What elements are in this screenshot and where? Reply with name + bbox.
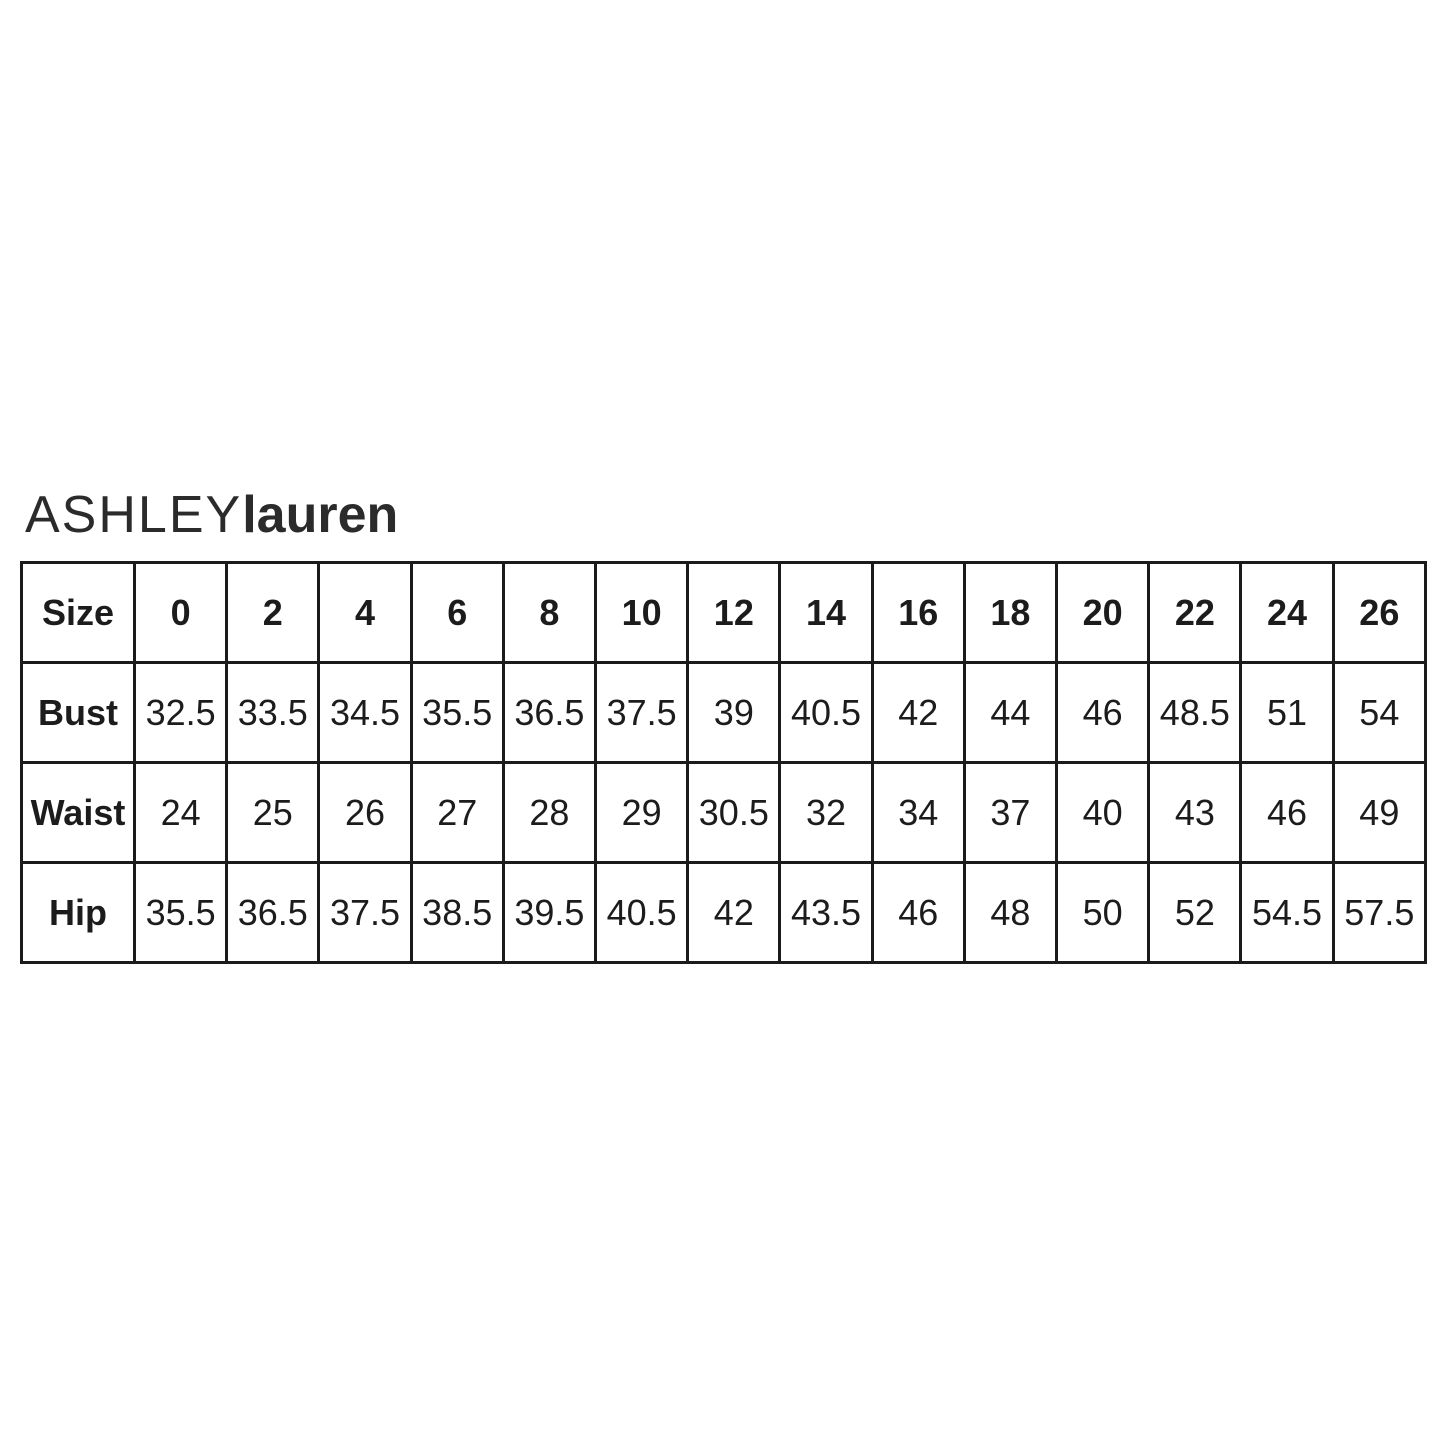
measurement-value-cell: 37 — [962, 761, 1059, 864]
measurement-value-cell: 44 — [962, 661, 1059, 764]
measurement-value-cell: 38.5 — [409, 861, 505, 964]
measurement-value-cell: 46 — [870, 861, 966, 964]
measurement-value-cell: 27 — [409, 761, 505, 864]
measurement-value-cell: 40 — [1055, 761, 1151, 864]
measurement-value-cell: 52 — [1147, 861, 1243, 964]
brand-logo: ASHLEYlauren — [25, 489, 398, 541]
size-column-header: 10 — [594, 561, 690, 664]
measurement-value-cell: 43.5 — [778, 861, 874, 964]
size-column-header: 8 — [501, 561, 598, 664]
brand-logo-primary: ASHLEY — [25, 486, 243, 544]
size-column-header: 12 — [686, 561, 782, 664]
measurement-value-cell: 57.5 — [1331, 861, 1428, 964]
size-column-header: 18 — [962, 561, 1059, 664]
size-column-header: 6 — [409, 561, 505, 664]
size-header-row: Size 0 2 4 6 8 10 12 14 16 18 20 22 24 26 — [20, 561, 1428, 664]
size-column-header: 2 — [225, 561, 321, 664]
row-label-waist: Waist — [20, 761, 136, 864]
size-chart-table: Size 0 2 4 6 8 10 12 14 16 18 20 22 24 26 Bust 32.5 33.5 3… — [20, 561, 1428, 964]
measurement-value-cell: 48 — [962, 861, 1059, 964]
measurement-value-cell: 36.5 — [225, 861, 321, 964]
measurement-value-cell: 46 — [1239, 761, 1335, 864]
measurement-value-cell: 30.5 — [686, 761, 782, 864]
measurement-value-cell: 42 — [870, 661, 966, 764]
measurement-value-cell: 24 — [132, 761, 229, 864]
size-column-header: 16 — [870, 561, 966, 664]
measurement-value-cell: 35.5 — [132, 861, 229, 964]
brand-logo-secondary: lauren — [242, 486, 399, 544]
size-chart-body: Size 0 2 4 6 8 10 12 14 16 18 20 22 24 26 Bust 32.5 33.5 3… — [20, 561, 1428, 964]
measurement-value-cell: 39 — [686, 661, 782, 764]
measurement-value-cell: 28 — [501, 761, 598, 864]
size-column-header: 22 — [1147, 561, 1243, 664]
measurement-value-cell: 48.5 — [1147, 661, 1243, 764]
measurement-value-cell: 32 — [778, 761, 874, 864]
size-corner-label: Size — [20, 561, 136, 664]
measurement-row-bust: Bust 32.5 33.5 34.5 35.5 36.5 37.5 39 40.5 42 44 46… — [20, 661, 1428, 764]
measurement-value-cell: 42 — [686, 861, 782, 964]
measurement-value-cell: 32.5 — [132, 661, 229, 764]
measurement-value-cell: 26 — [317, 761, 413, 864]
measurement-value-cell: 25 — [225, 761, 321, 864]
size-column-header: 24 — [1239, 561, 1335, 664]
measurement-value-cell: 43 — [1147, 761, 1243, 864]
measurement-value-cell: 34.5 — [317, 661, 413, 764]
size-column-header: 20 — [1055, 561, 1151, 664]
measurement-value-cell: 51 — [1239, 661, 1335, 764]
measurement-value-cell: 49 — [1331, 761, 1428, 864]
measurement-value-cell: 39.5 — [501, 861, 598, 964]
measurement-value-cell: 29 — [594, 761, 690, 864]
measurement-value-cell: 40.5 — [778, 661, 874, 764]
size-column-header: 0 — [132, 561, 229, 664]
measurement-value-cell: 40.5 — [594, 861, 690, 964]
measurement-value-cell: 37.5 — [594, 661, 690, 764]
measurement-value-cell: 54.5 — [1239, 861, 1335, 964]
measurement-value-cell: 54 — [1331, 661, 1428, 764]
measurement-value-cell: 37.5 — [317, 861, 413, 964]
measurement-value-cell: 33.5 — [225, 661, 321, 764]
measurement-row-hip: Hip 35.5 36.5 37.5 38.5 39.5 40.5 42 43.5 46 48 50 5… — [20, 861, 1428, 964]
measurement-value-cell: 36.5 — [501, 661, 598, 764]
row-label-bust: Bust — [20, 661, 136, 764]
measurement-value-cell: 34 — [870, 761, 966, 864]
measurement-value-cell: 35.5 — [409, 661, 505, 764]
measurement-value-cell: 50 — [1055, 861, 1151, 964]
measurement-value-cell: 46 — [1055, 661, 1151, 764]
size-column-header: 14 — [778, 561, 874, 664]
measurement-row-waist: Waist 24 25 26 27 28 29 30.5 32 34 37 40 43 46 49 — [20, 761, 1428, 864]
row-label-hip: Hip — [20, 861, 136, 964]
size-column-header: 4 — [317, 561, 413, 664]
size-column-header: 26 — [1331, 561, 1428, 664]
